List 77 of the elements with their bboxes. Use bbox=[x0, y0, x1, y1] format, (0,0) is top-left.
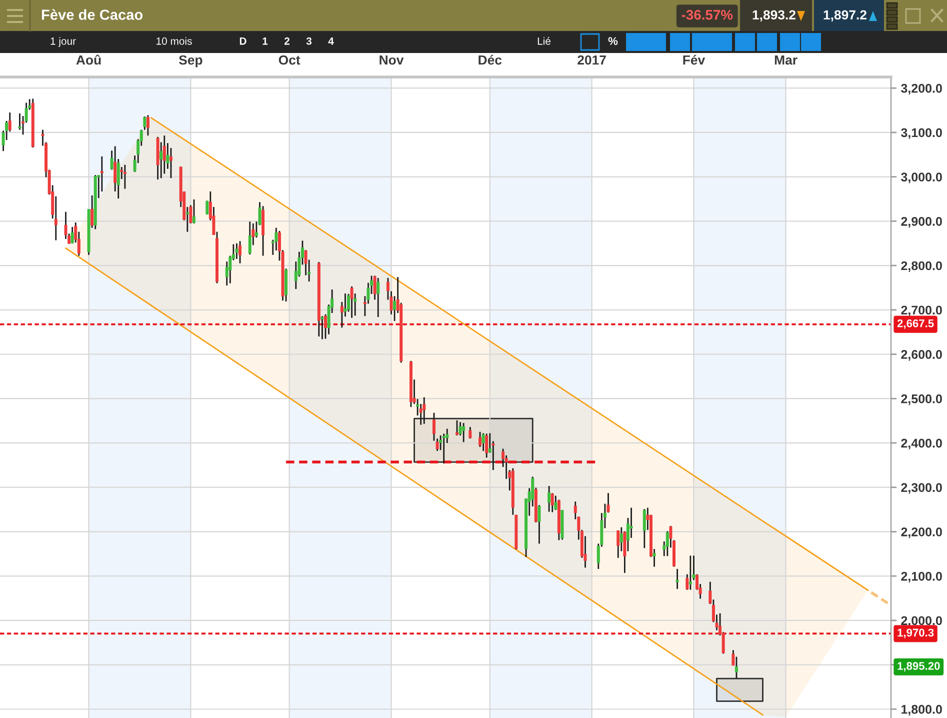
candlestick bbox=[642, 508, 646, 549]
candlestick bbox=[70, 226, 74, 244]
candlestick bbox=[320, 315, 324, 340]
y-tick-label: 2,800.0 bbox=[901, 261, 942, 272]
candlestick bbox=[123, 164, 126, 190]
text: 4 bbox=[328, 38, 334, 45]
candlestick bbox=[548, 485, 551, 512]
x-tick-label: 2017 bbox=[578, 55, 606, 65]
candlestick bbox=[676, 568, 679, 590]
text: 1,895.20 bbox=[898, 662, 940, 672]
candlestick bbox=[456, 420, 459, 436]
candlestick bbox=[248, 220, 252, 256]
candlestick bbox=[146, 114, 150, 136]
text: % bbox=[608, 37, 618, 45]
x-tick-label: Mar bbox=[774, 55, 798, 65]
x-tick-label: Sep bbox=[178, 55, 202, 68]
text: Lié bbox=[538, 37, 550, 45]
candlestick bbox=[478, 431, 482, 448]
candlestick bbox=[186, 206, 189, 233]
text: 1,897.2 bbox=[824, 10, 866, 22]
candlestick bbox=[432, 412, 436, 442]
line-series bbox=[150, 117, 869, 591]
text: 1,893.2 bbox=[752, 10, 796, 22]
candlestick bbox=[652, 548, 656, 568]
candlestick bbox=[436, 438, 439, 452]
text: -36.57% bbox=[682, 10, 733, 20]
ref-line-label: 2,667.5 bbox=[897, 319, 934, 329]
candlestick bbox=[274, 227, 278, 252]
candlestick bbox=[468, 426, 472, 440]
x-tick-label: Aoû bbox=[76, 54, 101, 65]
candlestick bbox=[238, 240, 242, 264]
candlestick bbox=[162, 134, 166, 174]
candlestick bbox=[376, 277, 380, 318]
candlestick bbox=[18, 112, 22, 130]
y-tick-label: 1,800.0 bbox=[902, 704, 942, 716]
candlestick bbox=[192, 198, 196, 224]
candlestick bbox=[350, 286, 354, 319]
candlestick bbox=[630, 507, 633, 539]
y-tick-label: 2,500.0 bbox=[901, 394, 942, 406]
candlestick bbox=[538, 504, 541, 544]
x-tick-label: Fév bbox=[683, 54, 706, 65]
text: 10 mois bbox=[156, 37, 192, 45]
y-tick-label: 2,200.0 bbox=[901, 527, 942, 538]
candlestick bbox=[462, 422, 466, 443]
x-tick-label: Oct bbox=[278, 55, 300, 65]
text: 3 bbox=[306, 37, 312, 45]
y-tick-label: 2,000.0 bbox=[901, 616, 942, 627]
text: 2 bbox=[284, 37, 290, 45]
chart-title: Fève de Cacao bbox=[42, 9, 143, 20]
candlestick bbox=[235, 242, 238, 260]
text: 1 bbox=[262, 38, 268, 45]
y-tick-label: 2,100.0 bbox=[901, 572, 942, 583]
candlestick bbox=[422, 396, 426, 425]
y-tick-label: 3,100.0 bbox=[901, 128, 942, 139]
y-tick-label: 3,200.0 bbox=[901, 84, 942, 95]
ref-line-label: 1,970.3 bbox=[898, 628, 934, 638]
text: 1 jour bbox=[50, 37, 76, 47]
y-tick-label: 2,300.0 bbox=[901, 483, 942, 494]
x-tick-label: Nov bbox=[380, 55, 404, 65]
candlestick bbox=[344, 292, 347, 318]
y-tick-label: 2,700.0 bbox=[901, 306, 942, 316]
candlestick bbox=[734, 656, 738, 680]
y-tick-label: 2,600.0 bbox=[901, 350, 942, 361]
x-tick-label: Déc bbox=[478, 54, 502, 65]
candlestick bbox=[324, 314, 327, 340]
candlestick bbox=[393, 295, 396, 322]
candlestick bbox=[169, 147, 172, 179]
candlestick bbox=[616, 530, 620, 559]
candlestick bbox=[64, 211, 68, 240]
y-tick-label: 2,900.0 bbox=[901, 216, 942, 228]
candlestick bbox=[143, 116, 146, 130]
candlestick bbox=[442, 432, 446, 464]
y-tick-label: 2,400.0 bbox=[901, 438, 942, 450]
text: D bbox=[240, 38, 246, 45]
candlestick bbox=[688, 554, 692, 590]
candlestick bbox=[485, 432, 488, 458]
y-tick-label: 3,000.0 bbox=[901, 172, 942, 184]
